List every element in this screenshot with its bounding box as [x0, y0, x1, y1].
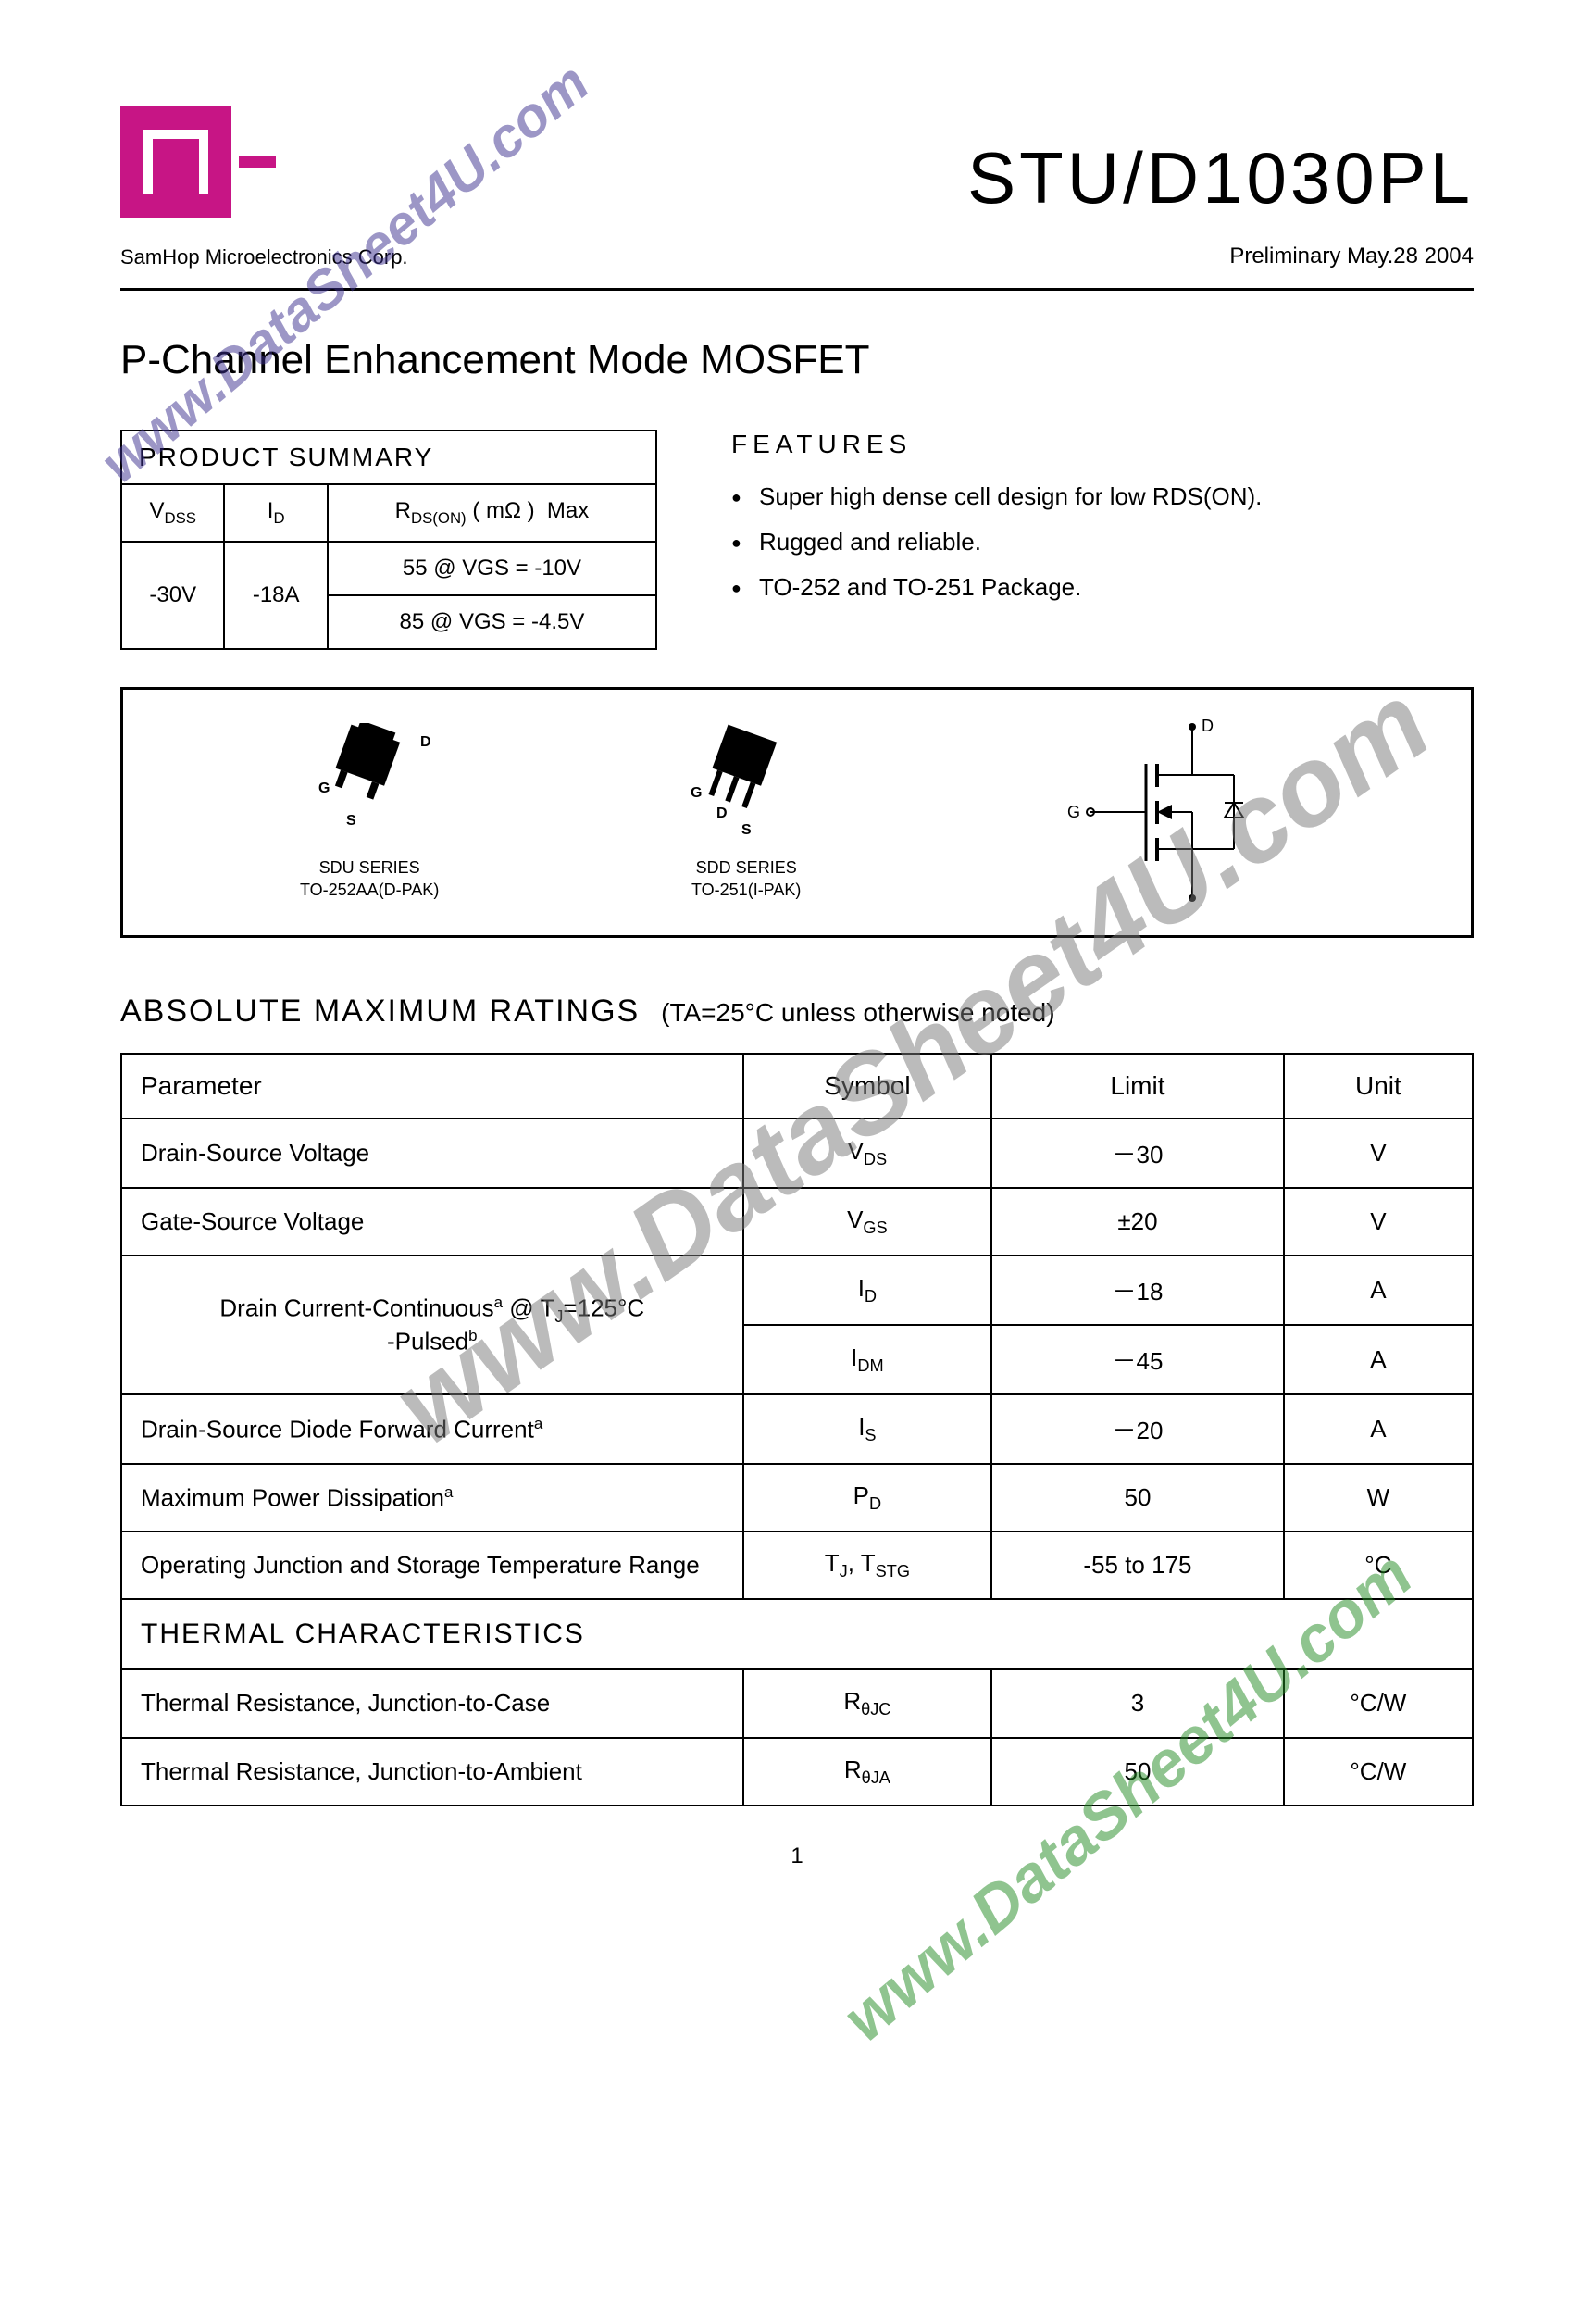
package-sdd-label: SDD SERIES TO-251(I-PAK)	[681, 857, 811, 901]
cell-symbol: IDM	[743, 1325, 992, 1394]
cell-unit: V	[1284, 1188, 1473, 1256]
table-header-row: Parameter Symbol Limit Unit	[121, 1054, 1473, 1118]
page-number: 1	[120, 1843, 1474, 1869]
svg-text:G: G	[1067, 803, 1080, 821]
col-symbol: Symbol	[743, 1054, 992, 1118]
thermal-heading-row: THERMAL CHARACTERISTICS	[121, 1599, 1473, 1669]
col-parameter: Parameter	[121, 1054, 743, 1118]
abs-max-heading: ABSOLUTE MAXIMUM RATINGS (TA=25°C unless…	[120, 993, 1474, 1030]
cell-param: Thermal Resistance, Junction-to-Ambient	[121, 1738, 743, 1805]
cell-limit: 50	[991, 1738, 1284, 1805]
feature-item: Super high dense cell design for low RDS…	[731, 482, 1474, 511]
dpak-icon: D G S	[305, 723, 434, 843]
document-title: P-Channel Enhancement Mode MOSFET	[120, 337, 1474, 383]
header: SamHop Microelectronics Corp. STU/D1030P…	[120, 93, 1474, 291]
package-sdu-label: SDU SERIES TO-252AA(D-PAK)	[300, 857, 439, 901]
summary-col-id: ID	[224, 484, 327, 542]
table-row: Maximum Power Dissipationa PD 50 W	[121, 1464, 1473, 1531]
summary-heading: PRODUCT SUMMARY	[120, 430, 657, 483]
svg-text:D: D	[716, 806, 728, 821]
cell-param: Drain Current-Continuousa @ TJ=125°C -Pu…	[121, 1256, 743, 1394]
abs-max-table: Parameter Symbol Limit Unit Drain-Source…	[120, 1053, 1474, 1806]
cell-symbol: RθJA	[743, 1738, 992, 1805]
summary-table: VDSS ID RDS(ON) ( mΩ ) Max -30V -18A 55 …	[120, 483, 657, 650]
cell-limit: 3	[991, 1669, 1284, 1737]
package-diagram-box: D G S SDU SERIES TO-252AA(D-PAK) G D S S…	[120, 687, 1474, 938]
thermal-heading: THERMAL CHARACTERISTICS	[121, 1599, 1473, 1669]
features-list: Super high dense cell design for low RDS…	[731, 482, 1474, 602]
feature-item: TO-252 and TO-251 Package.	[731, 573, 1474, 602]
cell-symbol: PD	[743, 1464, 992, 1531]
table-row: Gate-Source Voltage VGS ±20 V	[121, 1188, 1473, 1256]
table-row: Thermal Resistance, Junction-to-Ambient …	[121, 1738, 1473, 1805]
cell-param: Operating Junction and Storage Temperatu…	[121, 1531, 743, 1599]
table-row: Drain-Source Diode Forward Currenta IS －…	[121, 1394, 1473, 1464]
package-sdu: D G S SDU SERIES TO-252AA(D-PAK)	[300, 723, 439, 901]
summary-rds-row-0: 55 @ VGS = -10V	[328, 542, 656, 595]
features: FEATURES Super high dense cell design fo…	[731, 430, 1474, 650]
summary-col-vdss: VDSS	[121, 484, 224, 542]
summary-rds-row-1: 85 @ VGS = -4.5V	[328, 595, 656, 649]
cell-limit: －18	[991, 1256, 1284, 1325]
package-sdd: G D S SDD SERIES TO-251(I-PAK)	[681, 723, 811, 901]
cell-param: Drain-Source Voltage	[121, 1118, 743, 1188]
company-logo	[120, 93, 287, 231]
table-row: Drain Current-Continuousa @ TJ=125°C -Pu…	[121, 1256, 1473, 1325]
svg-text:G: G	[691, 785, 702, 801]
header-left: SamHop Microelectronics Corp.	[120, 93, 408, 269]
svg-text:S: S	[346, 813, 356, 829]
company-name: SamHop Microelectronics Corp.	[120, 245, 408, 269]
part-number: STU/D1030PL	[967, 136, 1474, 220]
cell-unit: A	[1284, 1325, 1473, 1394]
table-row: Operating Junction and Storage Temperatu…	[121, 1531, 1473, 1599]
top-section: PRODUCT SUMMARY VDSS ID RDS(ON) ( mΩ ) M…	[120, 430, 1474, 650]
cell-limit: －30	[991, 1118, 1284, 1188]
product-summary: PRODUCT SUMMARY VDSS ID RDS(ON) ( mΩ ) M…	[120, 430, 657, 650]
svg-text:G: G	[318, 781, 330, 796]
cell-symbol: TJ, TSTG	[743, 1531, 992, 1599]
cell-symbol: ID	[743, 1256, 992, 1325]
cell-limit: －20	[991, 1394, 1284, 1464]
table-row: Drain-Source Voltage VDS －30 V	[121, 1118, 1473, 1188]
summary-vdss-value: -30V	[121, 542, 224, 649]
cell-symbol: IS	[743, 1394, 992, 1464]
svg-text:D: D	[1202, 718, 1214, 735]
feature-item: Rugged and reliable.	[731, 528, 1474, 556]
cell-unit: V	[1284, 1118, 1473, 1188]
cell-unit: °C/W	[1284, 1738, 1473, 1805]
cell-symbol: VDS	[743, 1118, 992, 1188]
svg-text:S: S	[1188, 902, 1199, 903]
col-unit: Unit	[1284, 1054, 1473, 1118]
col-limit: Limit	[991, 1054, 1284, 1118]
summary-col-rds: RDS(ON) ( mΩ ) Max	[328, 484, 656, 542]
header-right: STU/D1030PL Preliminary May.28 2004	[967, 136, 1474, 269]
cell-unit: W	[1284, 1464, 1473, 1531]
summary-id-value: -18A	[224, 542, 327, 649]
cell-limit: 50	[991, 1464, 1284, 1531]
cell-limit: ±20	[991, 1188, 1284, 1256]
svg-text:D: D	[420, 734, 431, 750]
cell-param: Drain-Source Diode Forward Currenta	[121, 1394, 743, 1464]
cell-symbol: VGS	[743, 1188, 992, 1256]
schematic-icon: D S G	[1053, 718, 1294, 903]
table-row: Thermal Resistance, Junction-to-Case RθJ…	[121, 1669, 1473, 1737]
ipak-icon: G D S	[681, 723, 811, 843]
cell-unit: °C/W	[1284, 1669, 1473, 1737]
mosfet-schematic: D S G	[1053, 718, 1294, 907]
cell-symbol: RθJC	[743, 1669, 992, 1737]
cell-unit: A	[1284, 1394, 1473, 1464]
cell-limit: -55 to 175	[991, 1531, 1284, 1599]
cell-param: Gate-Source Voltage	[121, 1188, 743, 1256]
features-heading: FEATURES	[731, 430, 1474, 459]
cell-limit: －45	[991, 1325, 1284, 1394]
cell-unit: °C	[1284, 1531, 1473, 1599]
cell-param: Thermal Resistance, Junction-to-Case	[121, 1669, 743, 1737]
release-date: Preliminary May.28 2004	[967, 244, 1474, 269]
cell-unit: A	[1284, 1256, 1473, 1325]
cell-param: Maximum Power Dissipationa	[121, 1464, 743, 1531]
svg-text:S: S	[741, 822, 752, 838]
